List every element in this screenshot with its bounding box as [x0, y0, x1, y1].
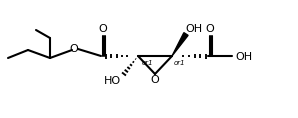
Text: O: O: [70, 44, 78, 54]
Text: or1: or1: [174, 60, 186, 66]
Polygon shape: [172, 33, 188, 56]
Text: O: O: [99, 24, 107, 34]
Text: OH: OH: [235, 52, 253, 62]
Text: O: O: [150, 75, 159, 85]
Text: OH: OH: [185, 24, 203, 34]
Text: HO: HO: [103, 76, 121, 86]
Text: O: O: [206, 24, 214, 34]
Text: or1: or1: [142, 60, 154, 66]
